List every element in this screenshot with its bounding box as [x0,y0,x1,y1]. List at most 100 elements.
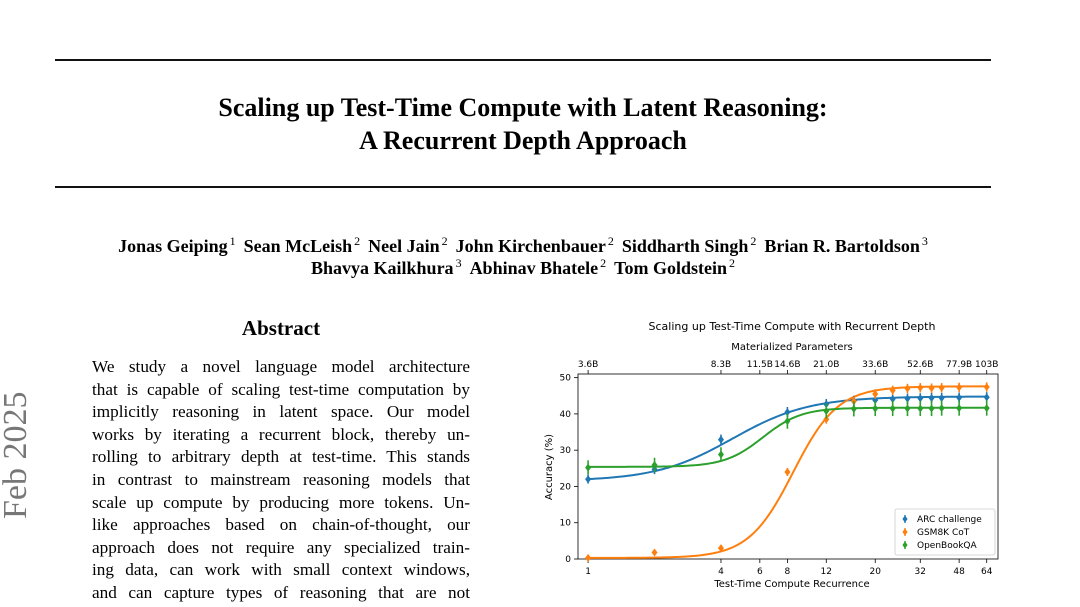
author-list-line-2: Bhavya Kailkhura 3 Abhinav Bhatele 2 Tom Gol… [30,251,1016,280]
data-point [651,461,658,470]
x-tick-label: 64 [981,567,993,577]
data-point [956,393,963,402]
top-tick-label: 52.6B [907,360,933,370]
author-name: Tom Goldstein 2 [614,256,735,278]
data-point [784,408,791,417]
chart-title: Scaling up Test-Time Compute with Recurr… [649,320,936,333]
data-point [872,389,879,398]
author-name: Brian R. Bartoldson 3 [764,234,928,256]
author-affiliation: 2 [441,234,448,248]
data-point [717,450,724,459]
data-point [784,467,791,476]
data-point [585,463,592,472]
top-tick-label: 103B [975,360,998,370]
data-point [938,404,945,413]
abstract-line: and can capture types of reasoning that … [92,582,470,602]
data-point [823,407,830,415]
legend-label: ARC challenge [917,515,982,525]
y-tick-label: 30 [560,446,572,456]
legend-label: OpenBookQA [917,541,978,551]
data-point [917,394,924,403]
top-rule [55,59,991,61]
data-point [872,396,879,405]
data-point [928,393,935,402]
author-affiliation: 3 [455,256,462,270]
data-point [956,404,963,413]
author-affiliation: 3 [921,234,928,248]
abstract-line: approach does not require any specialize… [92,537,470,557]
author-affiliation: 2 [600,256,607,270]
data-point [850,397,857,406]
data-point [585,553,592,562]
top-tick-label: 8.3B [711,360,732,370]
author-list-line-1: Jonas Geiping 1 Sean McLeish 2 Neel Jain 2 Joh… [30,229,1016,258]
author-name: Sean McLeish 2 [243,234,361,256]
x-tick-label: 12 [821,567,832,577]
abstract-line: ing data, can work with small context wi… [92,560,470,580]
chart-y-axis-label: Accuracy (%) [544,434,555,500]
x-tick-label: 32 [915,567,926,577]
y-tick-label: 0 [565,555,571,565]
abstract-line: like approaches based on chain-of-though… [92,515,470,535]
author-name: Siddharth Singh 2 [621,234,757,256]
top-tick-label: 11.5B [747,360,773,370]
top-tick-label: 3.6B [578,360,599,370]
author-name: John Kirchenbauer 2 [455,234,614,256]
legend-frame [894,508,996,556]
data-point [917,404,924,413]
author-name: Neel Jain 2 [368,234,448,256]
abstract-line: in contrast to mainstream reasoning mode… [92,469,470,489]
author-affiliation: 1 [229,234,236,248]
data-point [872,404,879,413]
top-tick-label: 14.6B [774,360,800,370]
abstract-line: We study a novel language model architec… [92,357,470,376]
data-point [651,548,658,557]
author-name: Jonas Geiping 1 [118,234,236,256]
x-tick-label: 4 [718,567,724,577]
top-tick-label: 21.0B [813,360,839,370]
bottom-rule [55,186,991,188]
chart-x-axis-label: Test-Time Compute Recurrence [713,579,869,590]
data-point [983,393,990,402]
x-tick-label: 20 [870,567,882,577]
data-point [850,404,857,413]
figure-chart: Scaling up Test-Time Compute with Recurr… [544,320,999,590]
data-point [983,404,990,413]
chart-legend: ARC challenge GSM8K CoT OpenBookQA [894,508,996,556]
x-tick-label: 1 [585,567,591,577]
author-name: Bhavya Kailkhura 3 [311,256,462,278]
data-point [928,384,935,393]
data-point [823,415,830,424]
x-tick-label: 8 [785,567,791,577]
y-tick-label: 20 [560,482,572,492]
abstract-line: rolling to arbitrary depth at test-time.… [92,447,470,467]
data-point [983,383,990,392]
data-point [904,384,911,393]
data-point [938,393,945,402]
author-affiliation: 2 [354,234,361,248]
data-point [904,404,911,413]
data-point [585,475,592,484]
paper-title-line-1: Scaling up Test-Time Compute with Latent… [218,93,828,122]
legend-marker [902,515,908,523]
author-name: Abhinav Bhatele 2 [469,256,607,278]
data-point [717,544,724,553]
data-point [904,394,911,403]
data-point [917,383,924,392]
legend-marker [902,541,908,549]
x-tick-label: 6 [757,567,763,577]
abstract-line: scale up compute by producing more token… [92,492,470,512]
abstract-line: that is capable of scaling test-time com… [92,379,470,399]
author-affiliation: 2 [750,234,757,248]
y-tick-label: 50 [560,374,572,384]
data-point [717,435,724,444]
author-affiliation: 2 [607,234,614,248]
abstract-body: We study a novel language model architec… [92,356,470,605]
abstract-line: implicitly reasoning in latent space. Ou… [92,402,470,422]
abstract-heading: Abstract [241,316,321,340]
data-point [784,417,791,426]
chart-axes-frame [577,373,999,560]
author-affiliation: 2 [728,256,735,270]
abstract-line: works by iterating a recurrent block, th… [92,424,470,444]
data-point [938,383,945,392]
